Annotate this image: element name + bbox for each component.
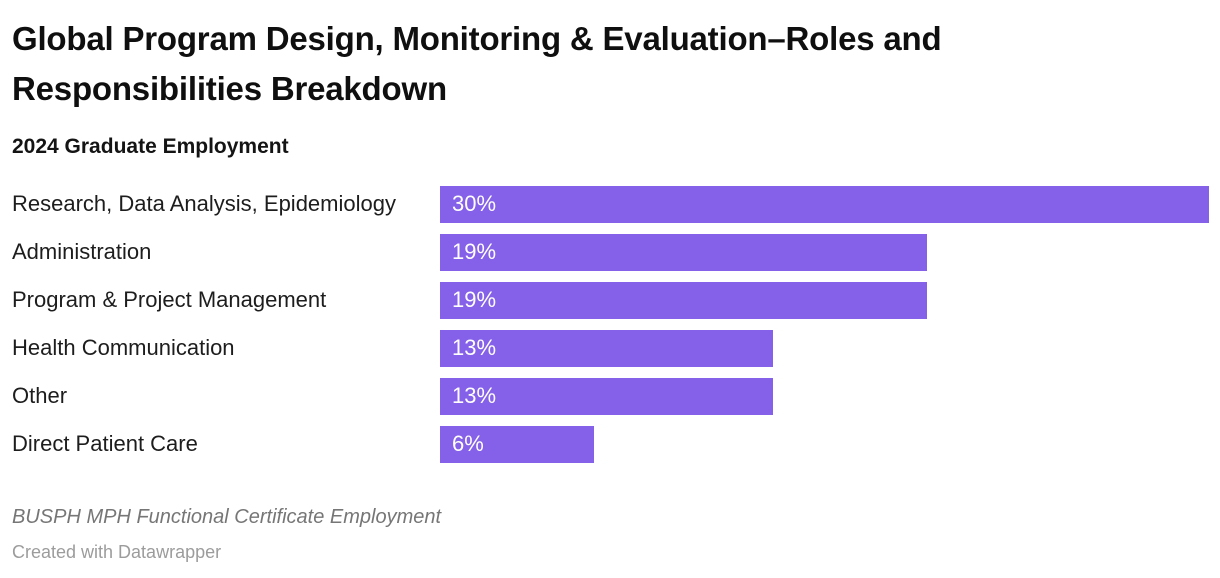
bar-track: 30% — [440, 185, 1209, 223]
bar-chart: Research, Data Analysis, Epidemiology 30%… — [12, 180, 1209, 468]
chart-row: Other 13% — [12, 372, 1209, 420]
chart-title-line-1: Global Program Design, Monitoring & Eval… — [12, 20, 942, 57]
chart-row: Program & Project Management 19% — [12, 276, 1209, 324]
bar[interactable]: 13% — [440, 329, 774, 367]
bar[interactable]: 6% — [440, 425, 594, 463]
bar[interactable]: 19% — [440, 281, 928, 319]
chart-subtitle: 2024 Graduate Employment — [12, 135, 289, 158]
bar[interactable]: 30% — [440, 185, 1209, 223]
category-label: Administration — [12, 239, 152, 264]
category-label: Program & Project Management — [12, 287, 327, 312]
category-label: Direct Patient Care — [12, 431, 198, 456]
datawrapper-attribution[interactable]: Created with Datawrapper — [12, 542, 222, 562]
category-label: Health Communication — [12, 335, 235, 360]
bar-track: 19% — [440, 233, 1209, 271]
chart-row: Health Communication 13% — [12, 324, 1209, 372]
chart-title: Global Program Design, Monitoring & Eval… — [12, 14, 1209, 114]
bar-track: 6% — [440, 425, 1209, 463]
bar-track: 13% — [440, 377, 1209, 415]
footer-note: BUSPH MPH Functional Certificate Employm… — [12, 506, 442, 528]
bar[interactable]: 19% — [440, 233, 928, 271]
chart-title-line-2: Responsibilities Breakdown — [12, 70, 447, 107]
bar-track: 19% — [440, 281, 1209, 319]
bar-value-label: 30% — [452, 191, 497, 216]
category-label: Other — [12, 383, 68, 408]
bar-value-label: 13% — [452, 335, 497, 360]
bar-value-label: 6% — [452, 431, 484, 456]
bar-track: 13% — [440, 329, 1209, 367]
bar-value-label: 19% — [452, 239, 497, 264]
bar-value-label: 13% — [452, 383, 497, 408]
chart-row: Research, Data Analysis, Epidemiology 30% — [12, 180, 1209, 228]
bar-value-label: 19% — [452, 287, 497, 312]
chart-row: Administration 19% — [12, 228, 1209, 276]
chart-row: Direct Patient Care 6% — [12, 420, 1209, 468]
bar[interactable]: 13% — [440, 377, 774, 415]
category-label: Research, Data Analysis, Epidemiology — [12, 191, 396, 216]
